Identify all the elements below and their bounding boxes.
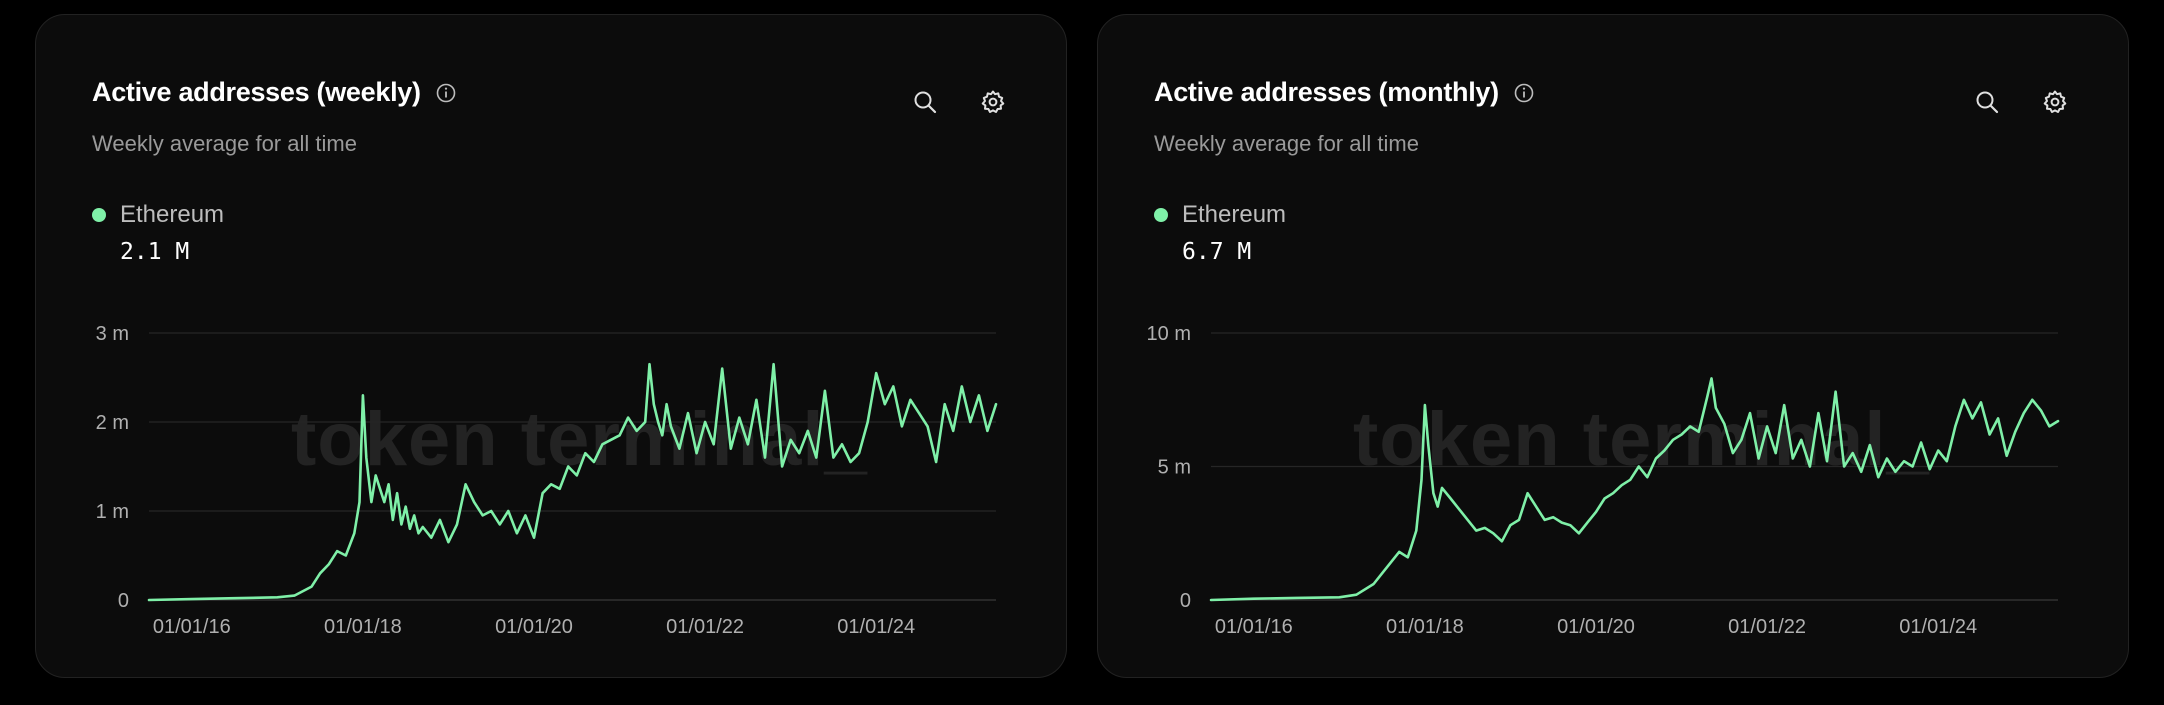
y-tick-label: 10 m: [1147, 323, 1191, 345]
legend-marker: [92, 208, 106, 222]
x-tick-label: 01/01/18: [324, 616, 402, 638]
y-tick-label: 5 m: [1158, 457, 1191, 479]
chart-card-monthly: Active addresses (monthly) Weekly averag…: [1097, 14, 2129, 678]
series-line-ethereum: [147, 362, 998, 602]
x-tick-label: 01/01/16: [1215, 616, 1293, 638]
line-chart-weekly[interactable]: token terminal_01 m2 m3 m01/01/16 01/01/1…: [36, 295, 1068, 655]
x-tick-label: 01/01/24: [837, 616, 915, 638]
legend-value: 2.1 M: [120, 239, 190, 265]
legend-label: Ethereum: [1182, 201, 1287, 228]
search-icon[interactable]: [1974, 89, 2000, 115]
legend-label: Ethereum: [120, 201, 225, 228]
gear-icon[interactable]: [980, 89, 1006, 115]
info-icon[interactable]: [435, 82, 457, 104]
x-tick-label: 01/01/16: [153, 616, 231, 638]
chart-card-weekly: Active addresses (weekly) Weekly average…: [35, 14, 1067, 678]
y-tick-label: 0: [1180, 590, 1191, 612]
y-tick-label: 0: [118, 590, 129, 612]
legend: Ethereum 6.7 M: [1154, 201, 1286, 265]
legend-marker: [1154, 208, 1168, 222]
y-tick-label: 2 m: [96, 412, 129, 434]
chart-title: Active addresses (monthly): [1154, 77, 1535, 108]
legend-item[interactable]: Ethereum: [1154, 201, 1286, 229]
legend-item[interactable]: Ethereum: [92, 201, 224, 229]
line-chart-monthly[interactable]: token terminal_05 m10 m01/01/16 01/01/18 0…: [1098, 295, 2130, 655]
x-tick-label: 01/01/20: [495, 616, 573, 638]
chart-title-text: Active addresses (weekly): [92, 77, 421, 107]
chart-title: Active addresses (weekly): [92, 77, 457, 108]
y-tick-label: 3 m: [96, 323, 129, 345]
x-tick-label: 01/01/22: [666, 616, 744, 638]
legend: Ethereum 2.1 M: [92, 201, 224, 265]
legend-value: 6.7 M: [1182, 239, 1252, 265]
y-tick-label: 1 m: [96, 501, 129, 523]
series-line-ethereum: [1209, 377, 2060, 602]
chart-title-text: Active addresses (monthly): [1154, 77, 1499, 107]
chart-subtitle: Weekly average for all time: [1154, 131, 1419, 156]
x-tick-label: 01/01/24: [1899, 616, 1977, 638]
gear-icon[interactable]: [2042, 89, 2068, 115]
x-tick-label: 01/01/22: [1728, 616, 1806, 638]
chart-subtitle: Weekly average for all time: [92, 131, 357, 156]
search-icon[interactable]: [912, 89, 938, 115]
x-tick-label: 01/01/18: [1386, 616, 1464, 638]
info-icon[interactable]: [1513, 82, 1535, 104]
x-tick-label: 01/01/20: [1557, 616, 1635, 638]
